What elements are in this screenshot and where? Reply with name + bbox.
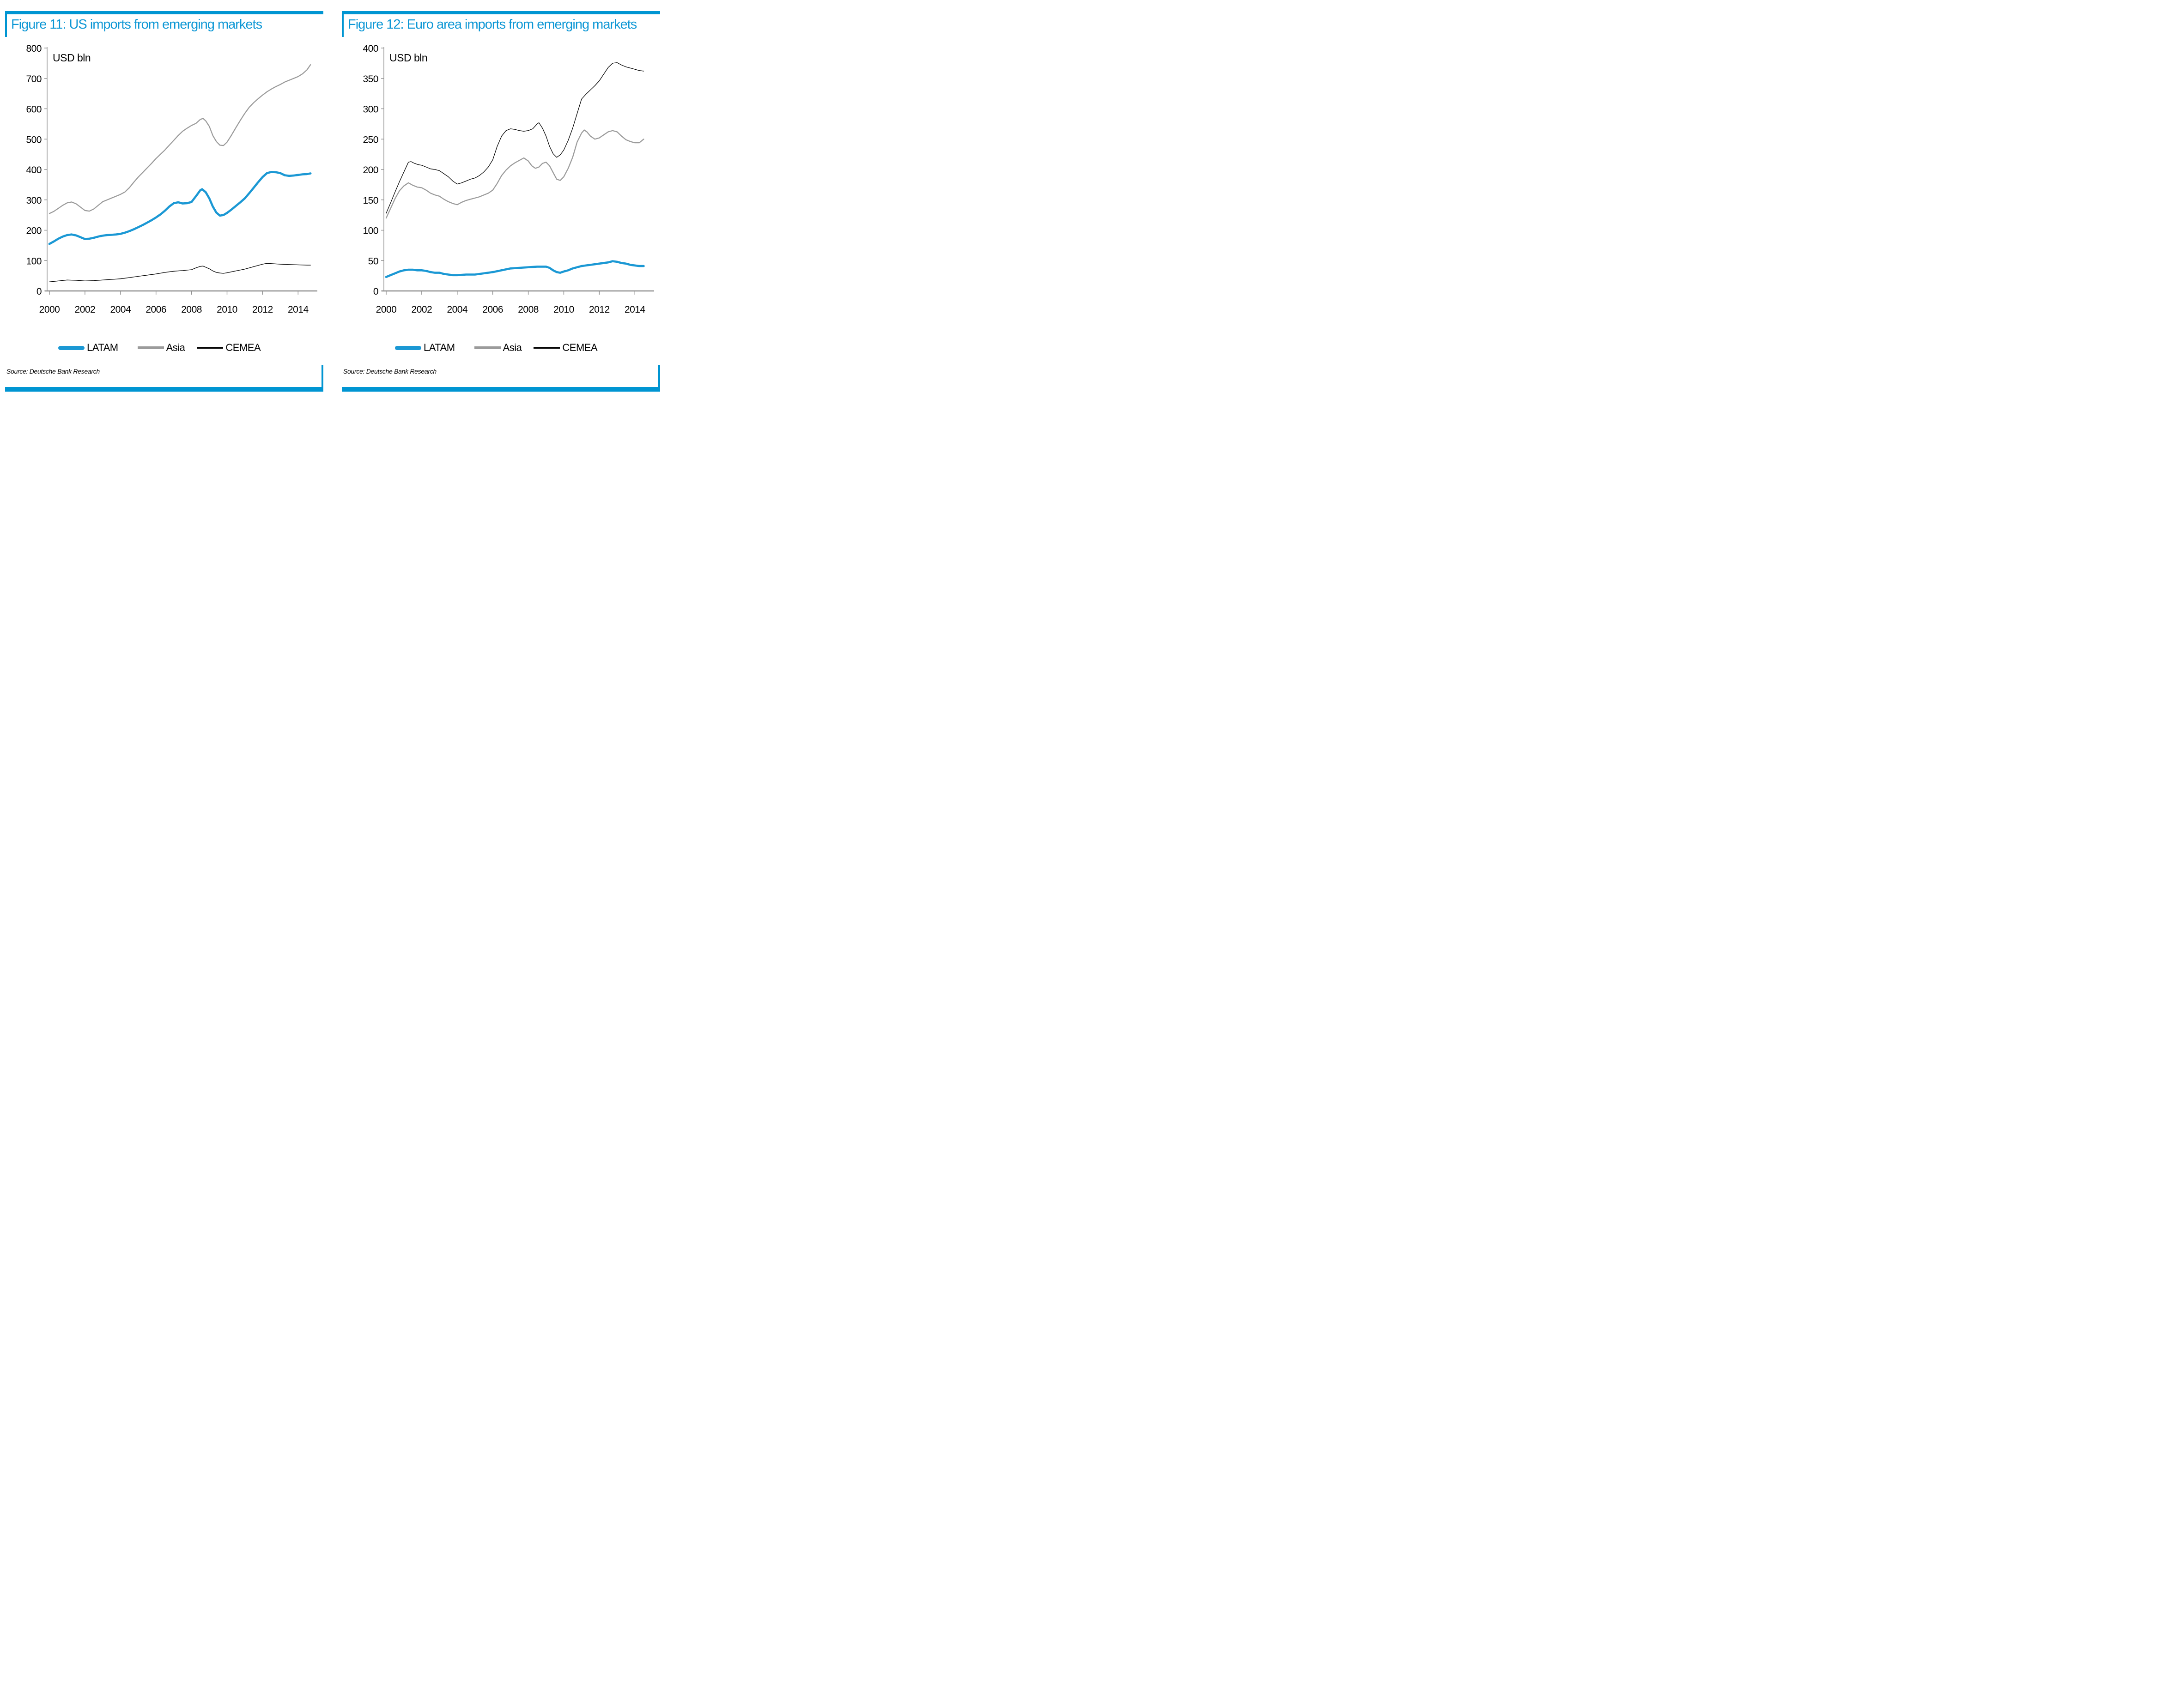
panel-bottom-accent-bar — [342, 387, 660, 392]
legend-item-latam: LATAM — [58, 342, 118, 354]
legend-label: LATAM — [424, 342, 455, 353]
y-tick-label: 300 — [363, 104, 378, 115]
y-tick-label: 200 — [26, 226, 42, 236]
asia-series-line — [49, 64, 311, 214]
x-tick-label: 2010 — [217, 304, 237, 315]
x-tick-label: 2000 — [376, 304, 397, 315]
y-tick-label: 300 — [26, 195, 42, 206]
cemea-series-line — [49, 263, 311, 282]
y-tick-label: 250 — [363, 134, 378, 145]
x-tick-label: 2004 — [110, 304, 131, 315]
y-tick-label: 500 — [26, 134, 42, 145]
figure-12-panel: Figure 12: Euro area imports from emergi… — [342, 11, 660, 392]
unit-label: USD bln — [53, 52, 91, 64]
legend-label: Asia — [503, 342, 522, 353]
y-tick-label: 100 — [26, 256, 42, 266]
legend-swatch-cemea — [534, 347, 560, 349]
title-accent-bar — [5, 14, 7, 37]
legend-label: CEMEA — [562, 342, 598, 353]
x-tick-label: 2002 — [412, 304, 432, 315]
legend-item-cemea: CEMEA — [197, 342, 261, 354]
y-tick-label: 400 — [26, 165, 42, 175]
unit-label: USD bln — [389, 52, 427, 64]
legend-swatch-asia — [137, 346, 164, 349]
latam-series-line — [385, 260, 645, 278]
x-tick-label: 2006 — [146, 304, 166, 315]
source-note: Source: Deutsche Bank Research — [6, 368, 100, 375]
y-tick-label: 200 — [363, 165, 378, 175]
x-tick-label: 2004 — [447, 304, 468, 315]
source-note: Source: Deutsche Bank Research — [343, 368, 437, 375]
legend-swatch-latam — [58, 345, 85, 350]
x-tick-label: 2010 — [553, 304, 574, 315]
y-tick-label: 100 — [363, 226, 378, 236]
report-page: Figure 11: US imports from emerging mark… — [0, 0, 714, 550]
x-tick-label: 2012 — [252, 304, 273, 315]
y-tick-label: 350 — [363, 74, 378, 85]
latam-series-line — [48, 170, 312, 245]
legend-label: Asia — [166, 342, 185, 353]
legend-swatch-cemea — [197, 347, 224, 349]
legend-label: CEMEA — [225, 342, 261, 353]
y-tick-label: 150 — [363, 195, 378, 206]
panel-top-accent-bar — [5, 11, 323, 14]
line-chart: 0 50 100 150 200 250 300 350 400 2000 2002 2004 2006… — [363, 43, 654, 315]
corner-accent-bar — [322, 365, 323, 387]
panel-bottom-accent-bar — [5, 387, 323, 392]
x-tick-label: 2012 — [589, 304, 610, 315]
y-tick-label: 0 — [36, 286, 42, 297]
y-tick-label: 700 — [26, 74, 42, 85]
x-tick-label: 2002 — [75, 304, 96, 315]
figure-title: Figure 12: Euro area imports from emergi… — [348, 17, 637, 32]
y-tick-label: 400 — [363, 43, 378, 54]
cemea-series-line — [386, 62, 644, 214]
x-tick-label: 2014 — [288, 304, 309, 315]
y-tick-label: 50 — [368, 256, 378, 266]
figure-11-panel: Figure 11: US imports from emerging mark… — [5, 11, 323, 392]
title-accent-bar — [342, 14, 344, 37]
chart-legend: LATAM Asia CEMEA — [395, 342, 598, 354]
legend-swatch-asia — [474, 346, 501, 349]
legend-item-asia: Asia — [474, 342, 522, 354]
legend-swatch-latam — [395, 345, 421, 350]
x-tick-label: 2008 — [181, 304, 202, 315]
x-tick-label: 2006 — [482, 304, 503, 315]
legend-item-latam: LATAM — [395, 342, 455, 354]
x-tick-label: 2014 — [625, 304, 646, 315]
legend-item-cemea: CEMEA — [534, 342, 598, 354]
legend-label: LATAM — [87, 342, 118, 353]
corner-accent-bar — [658, 365, 660, 387]
chart-legend: LATAM Asia CEMEA — [58, 342, 261, 354]
x-tick-label: 2000 — [39, 304, 60, 315]
y-tick-label: 600 — [26, 104, 42, 115]
legend-item-asia: Asia — [137, 342, 185, 354]
y-tick-label: 800 — [26, 43, 42, 54]
panel-top-accent-bar — [342, 11, 660, 14]
y-tick-label: 0 — [373, 286, 378, 297]
figure-title: Figure 11: US imports from emerging mark… — [11, 17, 262, 32]
line-chart: 0 100 200 300 400 500 600 700 800 2000 2002 2004 200… — [26, 43, 317, 315]
x-tick-label: 2008 — [518, 304, 539, 315]
asia-series-line — [385, 129, 644, 219]
